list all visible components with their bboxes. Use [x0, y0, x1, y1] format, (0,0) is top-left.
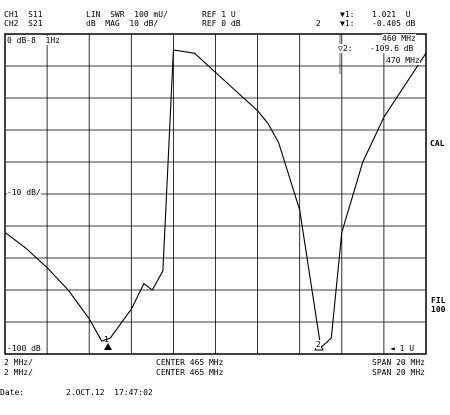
scale-reference: -10 dB/	[7, 188, 41, 197]
marker-1-symbol	[104, 343, 112, 350]
date-label: Date:	[0, 388, 25, 397]
cal-indicator[interactable]: CAL	[430, 139, 445, 148]
marker1-freq: 460 MHz	[382, 34, 416, 43]
plot-frame	[4, 33, 427, 355]
ch1-span: SPAN 20 MHz	[372, 358, 425, 367]
ch1-scale: 2 MHz/	[4, 358, 33, 367]
ch1-center: CENTER 465 MHz	[156, 358, 224, 367]
marker1-value: 1.021 U	[372, 10, 411, 19]
marker-2-tag: 2	[316, 340, 321, 349]
marker1-label: ▼1:	[340, 10, 355, 19]
marker-1-tag: 1	[104, 335, 109, 344]
ch1-ref: REF 1 U	[202, 10, 236, 19]
marker-1	[104, 343, 112, 350]
fil-indicator[interactable]: FIL	[431, 296, 446, 305]
marker1-db-value: -0.405 dB	[372, 19, 416, 28]
marker2-label: ▽2:	[338, 44, 353, 53]
s21-trace	[4, 49, 427, 349]
bottom-reference: -100 dB	[7, 344, 41, 353]
fil-value: 100	[431, 305, 446, 314]
marker1-db-label: ▼1:	[340, 19, 355, 28]
ch2-ref: REF 0 dB	[202, 19, 241, 28]
ch2-span: SPAN 20 MHz	[372, 368, 425, 377]
ch2-scale: 2 MHz/	[4, 368, 33, 377]
active-channel: 2	[316, 19, 321, 28]
top-reference: 0 dB-8 1Hz	[7, 36, 60, 45]
marker2-value: -109.6 dB	[370, 44, 414, 53]
ch2-format: dB MAG 10 dB/	[86, 19, 159, 28]
marker2-freq: 470 MHz	[386, 56, 420, 65]
ch1-label: CH1 S11	[4, 10, 43, 19]
ch1-format: LIN SWR 100 mU/	[86, 10, 168, 19]
ch2-center: CENTER 465 MHz	[156, 368, 224, 377]
reference-arrow: ◄ 1 U	[390, 344, 415, 353]
ch2-label: CH2 S21	[4, 19, 43, 28]
graticule	[5, 34, 426, 354]
date-value: 2.OCT.12 17:47:02	[66, 388, 153, 397]
